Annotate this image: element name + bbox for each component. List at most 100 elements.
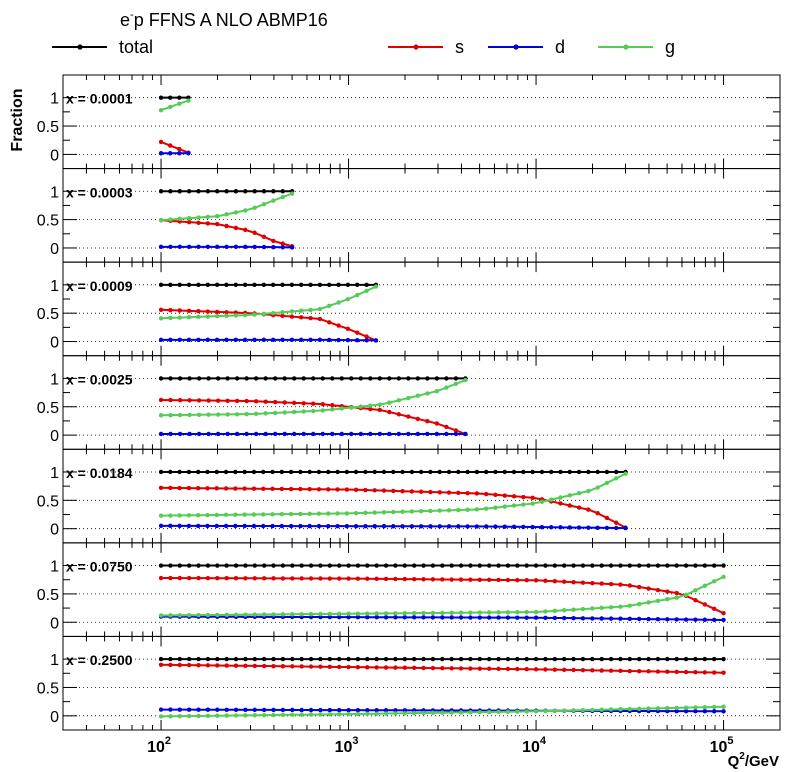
point-d [393, 615, 398, 620]
point-s [368, 406, 373, 412]
legend-item-d: d [488, 37, 565, 57]
point-s [214, 309, 220, 315]
point-s [177, 146, 182, 152]
point-s [511, 494, 517, 499]
point-total [186, 563, 192, 568]
point-d [549, 525, 554, 530]
point-s [336, 576, 342, 581]
point-g [515, 610, 520, 615]
point-g [552, 708, 557, 714]
point-g [402, 711, 407, 716]
point-g [693, 588, 698, 593]
point-g [486, 610, 492, 615]
point-g [627, 706, 632, 712]
point-total [252, 189, 257, 194]
point-d [261, 337, 267, 343]
point-s [298, 486, 303, 492]
point-g [243, 612, 248, 617]
point-g [411, 710, 417, 716]
point-g [406, 395, 411, 401]
point-total [158, 95, 164, 100]
point-s [674, 590, 679, 596]
point-g [374, 611, 379, 616]
point-total [261, 469, 266, 475]
point-total [270, 469, 275, 475]
point-g [411, 610, 417, 616]
y-tick-label: 0.5 [37, 680, 59, 697]
point-total [289, 282, 295, 288]
point-total [339, 376, 344, 381]
point-total [674, 656, 679, 662]
point-total [368, 376, 373, 381]
point-s [449, 577, 454, 582]
point-s [186, 219, 192, 225]
point-d [289, 245, 295, 250]
point-g [288, 511, 294, 517]
point-d [665, 617, 670, 622]
point-d [437, 524, 442, 529]
point-d [261, 707, 267, 713]
panel-label: x = 0.0750 [66, 559, 133, 575]
point-d [214, 337, 220, 343]
point-total [530, 469, 535, 475]
point-s [158, 139, 164, 145]
point-s [580, 580, 586, 585]
point-total [307, 469, 312, 475]
point-g [336, 300, 341, 305]
point-total [233, 469, 238, 475]
point-d [318, 614, 323, 620]
point-total [205, 656, 211, 662]
point-g [261, 612, 267, 617]
point-total [177, 189, 182, 194]
point-s [177, 575, 182, 581]
point-d [168, 523, 173, 529]
point-g [409, 509, 415, 514]
point-total [270, 282, 276, 288]
point-g [299, 611, 304, 617]
point-g [349, 405, 354, 410]
point-s [440, 577, 445, 582]
point-d [177, 151, 182, 156]
point-g [196, 412, 202, 417]
point-s [468, 577, 473, 582]
point-s [177, 662, 182, 668]
y-tick-label: 0.5 [37, 213, 59, 230]
point-g [571, 708, 576, 713]
point-total [374, 656, 379, 662]
point-d [355, 707, 361, 713]
point-d [301, 431, 306, 437]
point-g [261, 201, 267, 207]
point-d [552, 615, 557, 621]
point-total [571, 656, 576, 662]
point-g [214, 313, 220, 319]
point-total [196, 656, 201, 662]
point-s [196, 575, 201, 581]
point-s [391, 488, 396, 494]
point-d [377, 431, 383, 437]
point-d [353, 523, 359, 529]
point-total [418, 469, 424, 475]
point-total [158, 376, 164, 381]
point-total [271, 189, 276, 194]
point-g [224, 713, 229, 718]
point-s [158, 397, 164, 403]
point-s [418, 489, 424, 494]
point-total [374, 563, 379, 568]
point-g [290, 712, 295, 717]
point-s [543, 578, 548, 583]
point-s [318, 576, 323, 581]
point-d [261, 523, 266, 529]
point-total [552, 563, 557, 568]
point-total [571, 563, 576, 568]
point-g [327, 303, 332, 308]
point-total [224, 189, 229, 194]
point-d [580, 616, 586, 621]
point-g [530, 501, 535, 506]
point-d [428, 524, 433, 529]
point-total [449, 656, 454, 662]
point-g [327, 712, 332, 717]
point-s [158, 662, 164, 667]
point-total [502, 469, 507, 475]
point-d [711, 709, 717, 714]
point-g [168, 714, 173, 719]
